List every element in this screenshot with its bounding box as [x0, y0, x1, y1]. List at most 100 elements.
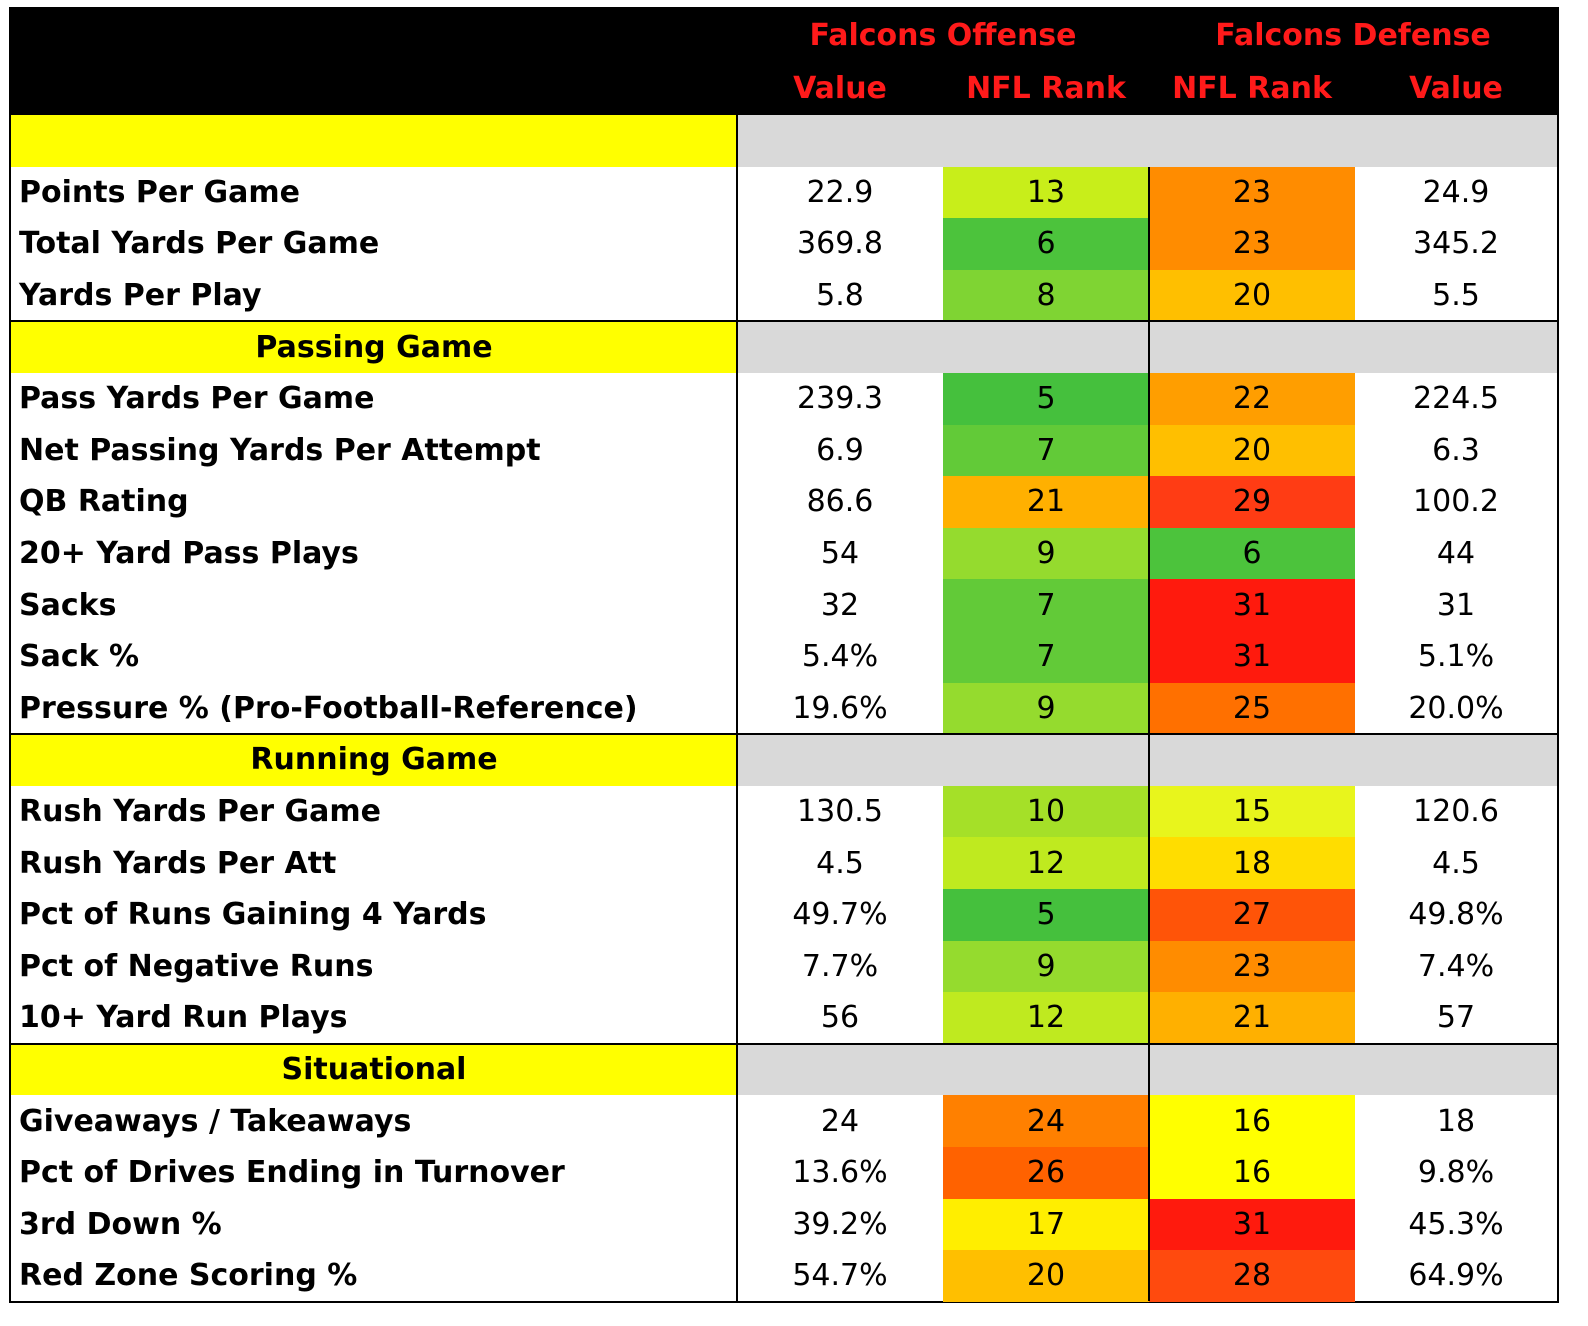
table-row: Total Yards Per Game 369.8 6 23 345.2	[11, 218, 1557, 270]
defense-rank: 6	[1149, 527, 1355, 580]
offense-value: 6.9	[816, 432, 864, 468]
offense-rank: 26	[943, 1147, 1149, 1199]
offense-rank-header: NFL Rank	[966, 71, 1126, 106]
defense-value: 49.8%	[1408, 897, 1504, 933]
offense-value: 369.8	[797, 226, 883, 262]
defense-rank: 27	[1149, 889, 1355, 941]
defense-rank: 22	[1149, 373, 1355, 425]
section-header	[11, 115, 1557, 167]
section-header: Running Game	[11, 734, 1557, 786]
defense-rank: 23	[1149, 166, 1355, 219]
table-row: Pct of Drives Ending in Turnover 13.6% 26 1…	[11, 1147, 1557, 1199]
section-spacer	[737, 321, 1557, 373]
stat-label: Pct of Negative Runs	[19, 948, 374, 984]
defense-rank: 25	[1149, 682, 1355, 735]
table-row: Sacks 32 7 31 31	[11, 579, 1557, 631]
offense-rank: 6	[943, 218, 1149, 270]
stat-label: Yards Per Play	[19, 278, 262, 314]
table-row: 3rd Down % 39.2% 17 31 45.3%	[11, 1198, 1557, 1251]
defense-value: 44	[1436, 536, 1476, 572]
defense-rank: 16	[1149, 1095, 1355, 1147]
section-title: Situational	[11, 1043, 737, 1096]
table-header: Falcons Offense Falcons Defense Value NF…	[11, 9, 1557, 115]
offense-value: 130.5	[797, 794, 883, 830]
defense-rank: 31	[1149, 631, 1355, 683]
defense-value: 5.5	[1432, 278, 1480, 314]
offense-title: Falcons Offense	[809, 18, 1077, 53]
stat-label: Giveaways / Takeaways	[19, 1103, 412, 1139]
defense-rank: 29	[1149, 476, 1355, 528]
table-row: Pass Yards Per Game 239.3 5 22 224.5	[11, 373, 1557, 425]
table-row: Pressure % (Pro-Football-Reference) 19.6%…	[11, 682, 1557, 735]
section-header: Situational	[11, 1043, 1557, 1096]
table-row: Sack % 5.4% 7 31 5.1%	[11, 631, 1557, 683]
stat-label: QB Rating	[19, 484, 189, 520]
defense-value: 9.8%	[1417, 1155, 1495, 1191]
stat-label: Sacks	[19, 587, 117, 623]
defense-value: 120.6	[1413, 794, 1499, 830]
defense-value: 6.3	[1432, 432, 1480, 468]
defense-value: 20.0%	[1408, 690, 1504, 726]
stat-label: Sack %	[19, 639, 140, 675]
stat-label: Rush Yards Per Game	[19, 794, 381, 830]
defense-rank: 20	[1149, 269, 1355, 322]
section-spacer	[737, 734, 1557, 786]
offense-value: 24	[820, 1103, 860, 1139]
stat-label: Red Zone Scoring %	[19, 1258, 358, 1294]
section-spacer	[737, 1043, 1557, 1096]
offense-rank: 9	[943, 527, 1149, 580]
defense-value: 5.1%	[1417, 639, 1495, 675]
offense-rank: 8	[943, 269, 1149, 322]
offense-rank: 13	[943, 166, 1149, 219]
offense-rank: 24	[943, 1095, 1149, 1147]
offense-value: 13.6%	[792, 1155, 888, 1191]
column-divider	[736, 115, 738, 1301]
offense-rank: 5	[943, 889, 1149, 941]
offense-rank: 9	[943, 682, 1149, 735]
offense-rank: 7	[943, 579, 1149, 631]
table-row: Rush Yards Per Game 130.5 10 15 120.6	[11, 785, 1557, 838]
offense-value: 5.4%	[801, 639, 879, 675]
stat-label: Rush Yards Per Att	[19, 845, 337, 881]
table-row: Red Zone Scoring % 54.7% 20 28 64.9%	[11, 1250, 1557, 1302]
offense-rank: 20	[943, 1250, 1149, 1302]
offense-value: 54.7%	[792, 1258, 888, 1294]
defense-rank: 28	[1149, 1250, 1355, 1302]
section-spacer	[737, 115, 1557, 167]
offense-rank: 17	[943, 1198, 1149, 1251]
defense-value: 345.2	[1413, 226, 1499, 262]
stat-label: 3rd Down %	[19, 1206, 222, 1242]
stat-label: Pct of Runs Gaining 4 Yards	[19, 897, 487, 933]
table-row: Yards Per Play 5.8 8 20 5.5	[11, 269, 1557, 322]
offense-value: 19.6%	[792, 690, 888, 726]
table-row: Pct of Runs Gaining 4 Yards 49.7% 5 27 49.8%	[11, 889, 1557, 941]
stat-label: Points Per Game	[19, 174, 300, 210]
stat-label: 10+ Yard Run Plays	[19, 1000, 348, 1036]
table-row: Rush Yards Per Att 4.5 12 18 4.5	[11, 837, 1557, 889]
table-row: QB Rating 86.6 21 29 100.2	[11, 476, 1557, 528]
defense-rank: 15	[1149, 785, 1355, 838]
defense-value: 31	[1436, 587, 1476, 623]
offense-rank: 12	[943, 837, 1149, 889]
offense-value: 86.6	[806, 484, 874, 520]
offense-rank: 5	[943, 373, 1149, 425]
offense-rank: 21	[943, 476, 1149, 528]
table-row: 20+ Yard Pass Plays 54 9 6 44	[11, 527, 1557, 580]
defense-value: 4.5	[1432, 845, 1480, 881]
defense-value: 224.5	[1413, 381, 1499, 417]
section-title: Running Game	[11, 734, 737, 786]
offense-value: 7.7%	[801, 948, 879, 984]
offense-rank: 12	[943, 992, 1149, 1044]
defense-rank: 31	[1149, 1198, 1355, 1251]
defense-rank: 18	[1149, 837, 1355, 889]
table-row: Points Per Game 22.9 13 23 24.9	[11, 166, 1557, 219]
defense-value: 7.4%	[1417, 948, 1495, 984]
defense-value-header: Value	[1409, 71, 1503, 106]
stat-label: Total Yards Per Game	[19, 226, 380, 262]
defense-value: 24.9	[1422, 174, 1490, 210]
section-divider	[11, 1042, 1557, 1045]
offense-value: 54	[820, 536, 860, 572]
offense-value: 4.5	[816, 845, 864, 881]
offense-value: 56	[820, 1000, 860, 1036]
section-header: Passing Game	[11, 321, 1557, 373]
